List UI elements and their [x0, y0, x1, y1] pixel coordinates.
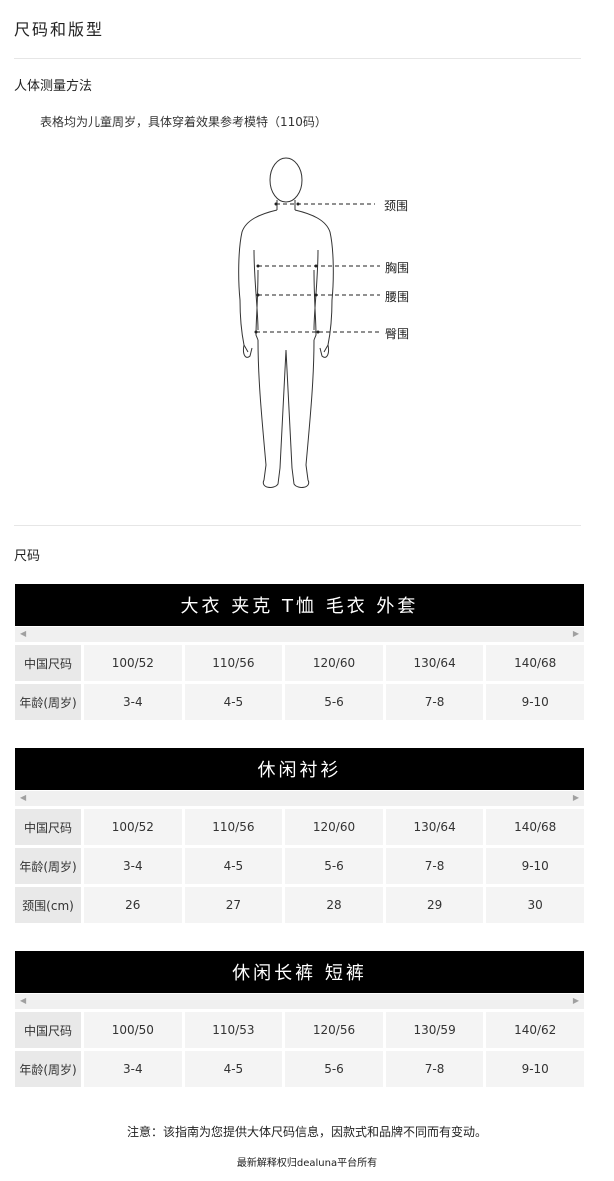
- size-section-title: 尺码: [14, 549, 41, 564]
- size-table-shirts: 休闲衬衫 ◀ ▶ 中国尺码 100/52 110/56 120/60 130/6…: [15, 748, 584, 923]
- table-cell: 100/50: [84, 1012, 182, 1048]
- row-label: 年龄(周岁): [15, 684, 81, 720]
- figure-head: [269, 157, 303, 203]
- scroll-right-icon[interactable]: ▶: [572, 996, 579, 1005]
- table-cell: 130/59: [385, 1012, 484, 1048]
- scroll-left-icon[interactable]: ◀: [20, 996, 27, 1005]
- size-table-pants: 休闲长裤 短裤 ◀ ▶ 中国尺码 100/50 110/53 120/56 13…: [15, 951, 584, 1087]
- table-cell: 130/64: [385, 809, 484, 845]
- table-cell: 3-4: [84, 684, 182, 720]
- table-title: 休闲长裤 短裤: [15, 951, 584, 993]
- table-cell: 28: [285, 887, 383, 923]
- table-cell: 4-5: [184, 848, 283, 884]
- measure-note: 表格均为儿童周岁，具体穿着效果参考模特（110码）: [40, 115, 327, 129]
- table-cell: 110/56: [184, 645, 283, 681]
- row-label: 年龄(周岁): [15, 1051, 81, 1087]
- table-cell: 9-10: [486, 848, 584, 884]
- row-label: 中国尺码: [15, 809, 81, 845]
- table-cell: 9-10: [486, 1051, 584, 1087]
- horizontal-scrollbar[interactable]: ◀ ▶: [15, 791, 584, 806]
- table-cell: 140/62: [486, 1012, 584, 1048]
- measure-section-title: 人体测量方法: [14, 79, 93, 94]
- row-label: 中国尺码: [15, 1012, 81, 1048]
- table-cell: 100/52: [84, 645, 182, 681]
- table-cell: 5-6: [285, 1051, 383, 1087]
- divider: [14, 525, 581, 526]
- table-cell: 120/56: [285, 1012, 383, 1048]
- page-title: 尺码和版型: [14, 20, 105, 39]
- neck-label: 颈围: [384, 199, 409, 213]
- row-label: 颈围(cm): [15, 887, 81, 923]
- row-label: 中国尺码: [15, 645, 81, 681]
- table-cell: 120/60: [285, 645, 383, 681]
- scroll-right-icon[interactable]: ▶: [572, 793, 579, 802]
- size-notice: 注意：该指南为您提供大体尺码信息，因款式和品牌不同而有变动。: [126, 1125, 487, 1139]
- divider: [14, 58, 581, 59]
- table-title: 大衣 夹克 T恤 毛衣 外套: [15, 584, 584, 626]
- size-table-outerwear: 大衣 夹克 T恤 毛衣 外套 ◀ ▶ 中国尺码 100/52 110/56 12…: [15, 584, 584, 720]
- table-cell: 100/52: [84, 809, 182, 845]
- table-cell: 9-10: [486, 684, 584, 720]
- table-cell: 4-5: [184, 1051, 283, 1087]
- scroll-right-icon[interactable]: ▶: [572, 629, 579, 638]
- body-measure-figure: [238, 157, 380, 488]
- scroll-left-icon[interactable]: ◀: [20, 793, 27, 802]
- table-cell: 3-4: [84, 1051, 182, 1087]
- table-cell: 110/56: [184, 809, 283, 845]
- table-title: 休闲衬衫: [15, 748, 584, 790]
- horizontal-scrollbar[interactable]: ◀ ▶: [15, 627, 584, 642]
- table-cell: 130/64: [385, 645, 484, 681]
- table-cell: 140/68: [486, 645, 584, 681]
- table-cell: 5-6: [285, 848, 383, 884]
- horizontal-scrollbar[interactable]: ◀ ▶: [15, 994, 584, 1009]
- table-cell: 7-8: [385, 848, 484, 884]
- table-cell: 30: [486, 887, 584, 923]
- table-cell: 27: [184, 887, 283, 923]
- table-cell: 7-8: [385, 684, 484, 720]
- table-cell: 120/60: [285, 809, 383, 845]
- table-cell: 5-6: [285, 684, 383, 720]
- scroll-left-icon[interactable]: ◀: [20, 629, 27, 638]
- hip-label: 臀围: [385, 327, 410, 341]
- table-cell: 26: [84, 887, 182, 923]
- rights-notice: 最新解释权归dealuna平台所有: [236, 1158, 378, 1169]
- table-cell: 7-8: [385, 1051, 484, 1087]
- waist-label: 腰围: [385, 290, 410, 304]
- table-cell: 4-5: [184, 684, 283, 720]
- table-cell: 29: [385, 887, 484, 923]
- table-cell: 3-4: [84, 848, 182, 884]
- table-cell: 140/68: [486, 809, 584, 845]
- row-label: 年龄(周岁): [15, 848, 81, 884]
- table-cell: 110/53: [184, 1012, 283, 1048]
- chest-label: 胸围: [385, 261, 410, 275]
